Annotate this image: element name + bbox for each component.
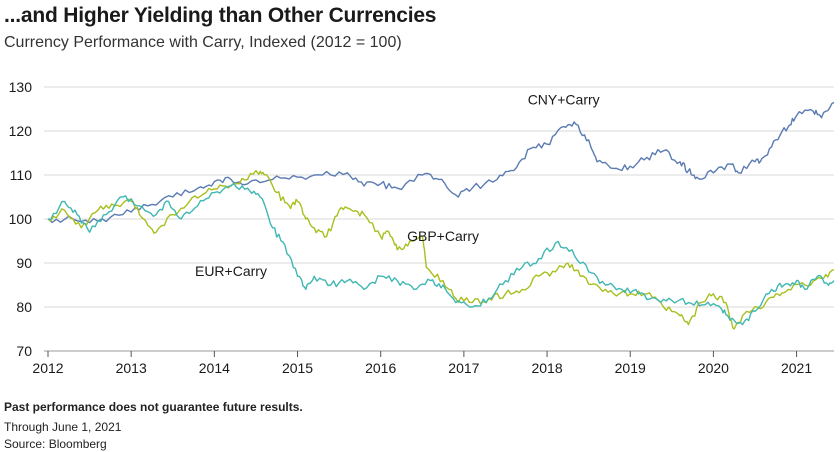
y-tick-label-90: 90 (16, 255, 32, 271)
chart-title: ...and Higher Yielding than Other Curren… (4, 4, 437, 27)
x-tick-label-2016: 2016 (365, 360, 396, 376)
series-line-eur-carry (47, 182, 835, 326)
series-line-gbp-carry (47, 169, 835, 330)
y-tick-label-100: 100 (9, 211, 33, 227)
chart-subtitle: Currency Performance with Carry, Indexed… (4, 34, 402, 51)
y-tick-label-80: 80 (16, 299, 32, 315)
y-tick-label-130: 130 (9, 79, 33, 95)
label-cny-carry: CNY+Carry (528, 92, 600, 108)
y-tick-label-110: 110 (10, 167, 33, 183)
series-line-cny-carry (47, 101, 835, 224)
y-tick-label-70: 70 (16, 343, 32, 359)
x-tick-label-2015: 2015 (282, 360, 313, 376)
source-note: Source: Bloomberg (4, 437, 107, 451)
label-gbp-carry: GBP+Carry (407, 228, 479, 244)
disclaimer-note: Past performance does not guarantee futu… (4, 400, 303, 414)
label-eur-carry: EUR+Carry (195, 263, 267, 279)
x-tick-label-2018: 2018 (531, 360, 562, 376)
series-lines (47, 101, 835, 330)
x-tick-label-2013: 2013 (116, 360, 147, 376)
y-axis-ticks: 70 80 90 100 110 120 130 (9, 79, 33, 359)
x-tick-label-2014: 2014 (199, 360, 230, 376)
x-tick-label-2012: 2012 (32, 360, 63, 376)
y-tick-label-120: 120 (9, 123, 33, 139)
x-tick-label-2021: 2021 (781, 360, 812, 376)
x-tick-label-2017: 2017 (448, 360, 479, 376)
x-tick-label-2020: 2020 (698, 360, 729, 376)
x-axis: 2012 2013 2014 2015 2016 2017 2018 2019 2020 2021 (32, 351, 812, 376)
date-note: Through June 1, 2021 (4, 420, 122, 434)
gridlines (44, 86, 834, 352)
series-labels: CNY+Carry GBP+Carry EUR+Carry (195, 92, 600, 280)
x-tick-label-2019: 2019 (615, 360, 646, 376)
